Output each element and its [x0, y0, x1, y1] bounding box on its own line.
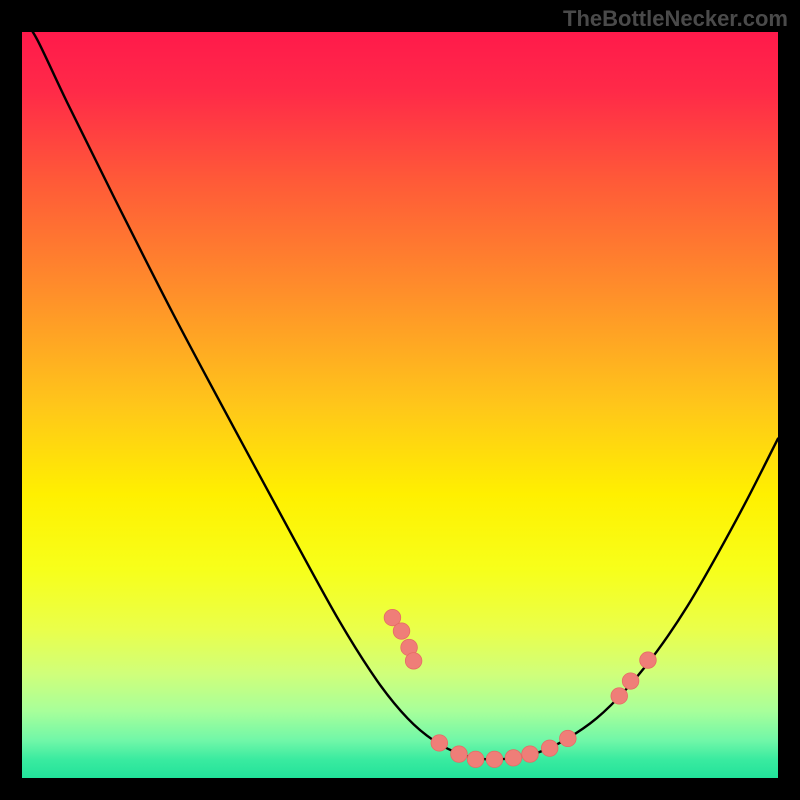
data-marker [393, 623, 410, 639]
data-marker [505, 750, 522, 766]
data-marker [622, 673, 639, 689]
data-marker [467, 751, 484, 767]
data-marker [522, 746, 539, 762]
data-marker [405, 653, 422, 669]
bottleneck-curve-chart [22, 32, 778, 778]
data-marker [541, 740, 558, 756]
data-marker [486, 751, 503, 767]
data-marker [560, 730, 577, 746]
watermark-text: TheBottleNecker.com [563, 6, 788, 32]
data-marker [431, 735, 448, 751]
data-marker [611, 688, 628, 704]
plot-area [22, 32, 778, 778]
gradient-background [22, 32, 778, 778]
data-marker [640, 652, 657, 668]
chart-container: TheBottleNecker.com [0, 0, 800, 800]
data-marker [451, 746, 468, 762]
